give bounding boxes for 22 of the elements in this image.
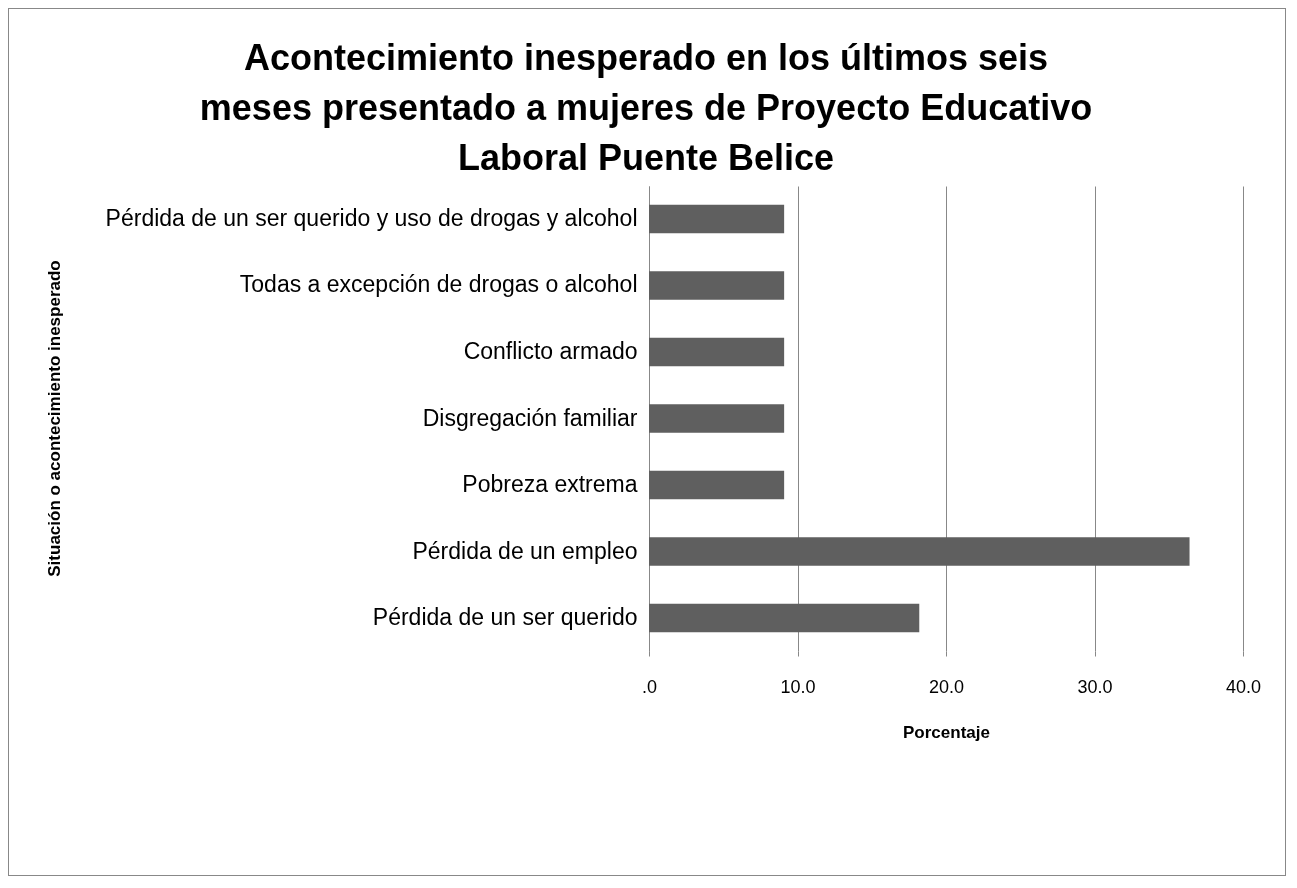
y-tick-label: Pobreza extrema	[462, 471, 638, 498]
bar	[649, 404, 785, 433]
y-tick-label: Pérdida de un empleo	[412, 537, 638, 564]
bar	[649, 204, 785, 234]
y-tick-label: Todas a excepción de drogas o alcohol	[239, 271, 638, 298]
bar	[649, 537, 1190, 566]
bar	[649, 337, 785, 367]
y-tick-label: Pérdida de un ser querido	[372, 604, 638, 631]
x-tick-label: 30.0	[1077, 676, 1113, 697]
chart-title: Acontecimiento inesperado en los últimos seis meses presentado a mujeres de Proyecto Educativo Laboral Puente Belice	[199, 37, 1093, 178]
y-tick-label: Pérdida de un ser querido y uso de drogas y alcohol	[105, 204, 638, 231]
x-tick-label: 10.0	[780, 676, 816, 697]
bar	[649, 603, 920, 633]
y-tick-label: Disgregación familiar	[422, 404, 638, 431]
x-tick-label: .0	[641, 676, 658, 697]
bar	[649, 470, 785, 500]
y-tick-label: Conflicto armado	[463, 337, 638, 364]
y-axis-title: Situación o acontecimiento inesperado	[44, 260, 64, 577]
bar	[649, 271, 785, 300]
x-tick-label: 20.0	[928, 676, 965, 697]
x-tick-label: 40.0	[1225, 676, 1262, 697]
x-axis-title: Porcentaje	[903, 722, 990, 742]
